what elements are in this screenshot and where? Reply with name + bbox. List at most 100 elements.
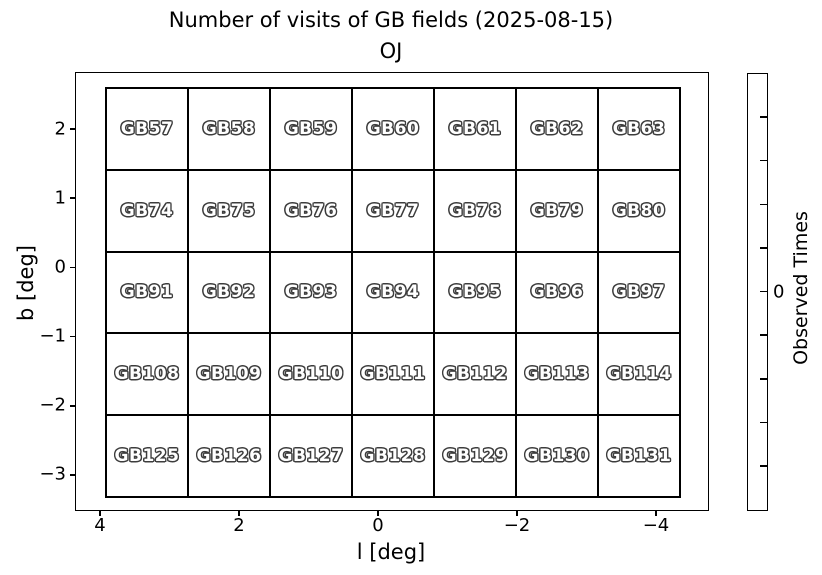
y-tick-mark [70, 474, 75, 476]
field-label: GB58 [202, 118, 256, 139]
colorbar-tick-mark [760, 116, 767, 118]
x-tick-mark [377, 511, 379, 516]
field-label: GB125 [114, 446, 180, 467]
field-label: GB111 [360, 364, 426, 385]
field-cell: GB77 [352, 169, 434, 252]
y-tick-mark [70, 197, 75, 199]
field-cell: GB131 [598, 415, 680, 497]
colorbar-tick-mark [760, 159, 767, 162]
field-label: GB108 [114, 364, 180, 385]
x-tick-label: −4 [642, 515, 670, 536]
field-cell: GB59 [270, 88, 352, 170]
field-label: GB96 [530, 282, 584, 303]
field-cell: GB126 [188, 415, 270, 497]
field-cell: GB61 [434, 88, 516, 170]
colorbar-tick-label: 0 [773, 281, 785, 302]
chart-subtitle: OJ [379, 39, 403, 63]
field-cell: GB109 [188, 333, 270, 416]
field-cell: GB114 [598, 333, 680, 416]
field-grid: GB57 GB58 GB59 GB60 GB61 GB62 GB63 GB74 … [105, 87, 681, 498]
colorbar-tick-mark [760, 334, 767, 336]
field-cell: GB80 [598, 169, 680, 252]
field-label: GB110 [278, 364, 344, 385]
field-cell: GB125 [106, 415, 188, 497]
colorbar-tick-mark [760, 203, 767, 205]
colorbar [747, 73, 768, 511]
field-cell: GB79 [516, 169, 598, 252]
y-tick-label: 2 [54, 118, 66, 140]
y-tick-mark [70, 335, 75, 338]
chart-title: Number of visits of GB fields (2025-08-1… [168, 8, 614, 32]
field-label: GB79 [530, 200, 584, 221]
field-label: GB131 [606, 446, 672, 467]
field-cell: GB128 [352, 415, 434, 497]
x-tick-mark [99, 511, 101, 516]
field-label: GB61 [448, 118, 502, 139]
field-label: GB114 [606, 364, 672, 385]
colorbar-tick-mark [760, 290, 767, 293]
field-label: GB130 [524, 446, 590, 467]
field-cell: GB60 [352, 88, 434, 170]
field-cell: GB75 [188, 169, 270, 252]
y-tick-mark [70, 405, 75, 407]
field-cell: GB127 [270, 415, 352, 497]
field-label: GB93 [284, 282, 338, 303]
field-cell: GB108 [106, 333, 188, 416]
field-cell: GB92 [188, 251, 270, 334]
x-tick-mark [655, 511, 657, 516]
field-label: GB57 [120, 118, 174, 139]
field-cell: GB76 [270, 169, 352, 252]
y-tick-label: −3 [39, 463, 66, 485]
y-tick-label: 1 [54, 187, 66, 209]
colorbar-tick-mark [760, 465, 767, 467]
y-tick-label: −1 [39, 325, 66, 347]
field-cell: GB129 [434, 415, 516, 497]
colorbar-tick-mark [760, 421, 767, 424]
field-cell: GB130 [516, 415, 598, 497]
field-label: GB76 [284, 200, 338, 221]
y-tick-mark [70, 266, 75, 269]
field-label: GB63 [612, 118, 666, 139]
field-label: GB113 [524, 364, 590, 385]
field-label: GB126 [196, 446, 262, 467]
colorbar-label: Observed Times [790, 211, 812, 365]
y-tick-mark [70, 128, 75, 130]
field-cell: GB57 [106, 88, 188, 170]
field-label: GB80 [612, 200, 666, 221]
field-label: GB128 [360, 446, 426, 467]
field-cell: GB96 [516, 251, 598, 334]
field-cell: GB58 [188, 88, 270, 170]
field-cell: GB62 [516, 88, 598, 170]
field-cell: GB110 [270, 333, 352, 416]
x-axis-label: l [deg] [356, 540, 426, 564]
x-tick-mark [516, 511, 518, 516]
field-cell: GB93 [270, 251, 352, 334]
field-label: GB94 [366, 282, 420, 303]
field-label: GB92 [202, 282, 256, 303]
field-label: GB97 [612, 282, 666, 303]
field-label: GB59 [284, 118, 338, 139]
field-cell: GB95 [434, 251, 516, 334]
field-label: GB77 [366, 200, 420, 221]
field-label: GB112 [442, 364, 508, 385]
field-cell: GB91 [106, 251, 188, 334]
x-tick-label: 0 [372, 515, 384, 536]
field-cell: GB111 [352, 333, 434, 416]
x-tick-label: 2 [233, 515, 245, 536]
y-tick-label: −2 [39, 394, 66, 416]
field-label: GB127 [278, 446, 344, 467]
field-cell: GB112 [434, 333, 516, 416]
field-label: GB129 [442, 446, 508, 467]
field-label: GB62 [530, 118, 584, 139]
colorbar-tick-mark [760, 247, 767, 249]
field-label: GB91 [120, 282, 174, 303]
field-label: GB60 [366, 118, 420, 139]
y-tick-label: 0 [54, 256, 66, 278]
field-label: GB78 [448, 200, 502, 221]
field-cell: GB113 [516, 333, 598, 416]
field-cell: GB97 [598, 251, 680, 334]
field-label: GB109 [196, 364, 262, 385]
field-label: GB75 [202, 200, 256, 221]
field-cell: GB94 [352, 251, 434, 334]
